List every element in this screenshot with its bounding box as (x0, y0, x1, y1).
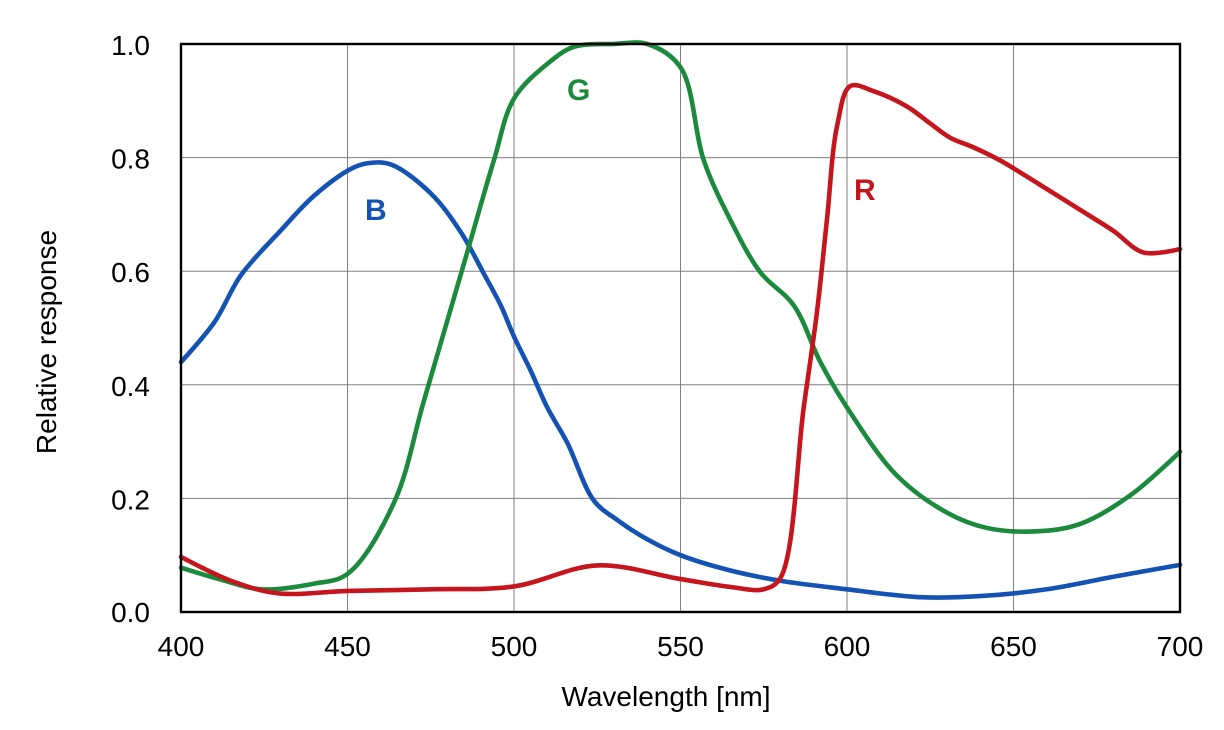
svg-text:1.0: 1.0 (111, 30, 150, 61)
svg-text:0.0: 0.0 (111, 597, 150, 628)
svg-text:B: B (365, 194, 387, 227)
svg-text:450: 450 (324, 631, 371, 662)
svg-text:0.6: 0.6 (111, 257, 150, 288)
svg-text:700: 700 (1157, 631, 1204, 662)
svg-text:Wavelength [nm]: Wavelength [nm] (561, 681, 770, 712)
svg-text:0.2: 0.2 (111, 484, 150, 515)
svg-text:Relative response: Relative response (31, 230, 62, 454)
svg-text:0.4: 0.4 (111, 371, 150, 402)
svg-text:0.8: 0.8 (111, 144, 150, 175)
svg-text:G: G (567, 74, 590, 107)
svg-text:550: 550 (657, 631, 704, 662)
svg-text:400: 400 (158, 631, 205, 662)
svg-text:500: 500 (491, 631, 538, 662)
svg-text:650: 650 (990, 631, 1037, 662)
svg-text:600: 600 (824, 631, 871, 662)
svg-text:R: R (854, 174, 876, 207)
